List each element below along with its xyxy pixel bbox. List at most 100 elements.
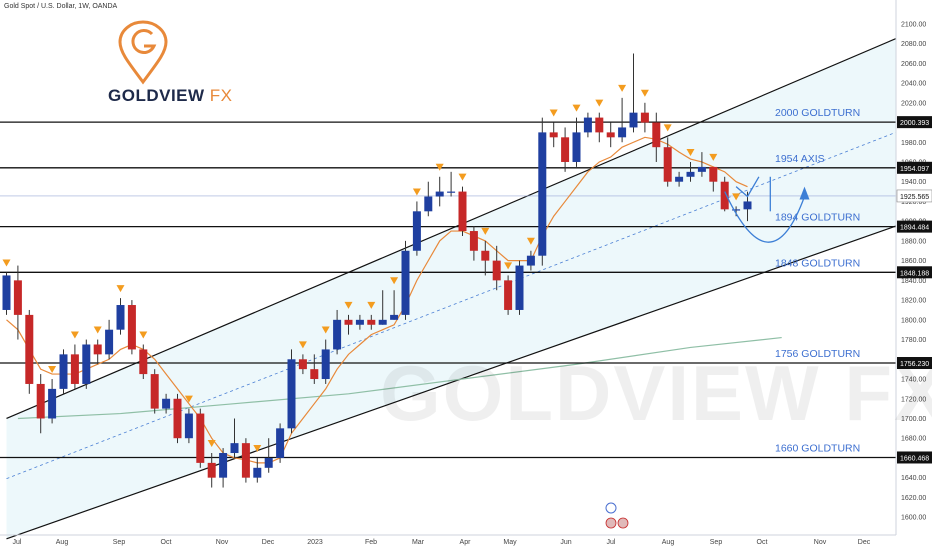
level-label: 2000 GOLDTURN bbox=[775, 107, 860, 119]
logo-wordmark: GOLDVIEW FX bbox=[108, 86, 233, 106]
signal-marker bbox=[572, 104, 581, 112]
level-price-tag-text: 1756.230 bbox=[900, 361, 929, 368]
candle-body bbox=[241, 443, 250, 478]
candle-body bbox=[515, 265, 524, 310]
level-price-tag bbox=[897, 451, 932, 464]
signal-marker bbox=[93, 326, 102, 334]
price-tick-label: 1640.00 bbox=[901, 475, 926, 482]
candle-body bbox=[25, 314, 34, 384]
candle-body bbox=[720, 181, 729, 210]
candle-body bbox=[367, 319, 376, 325]
time-tick-label: Jul bbox=[607, 539, 616, 546]
time-tick-label: Nov bbox=[814, 539, 827, 546]
signal-marker bbox=[686, 148, 695, 156]
candle-body bbox=[48, 388, 57, 419]
candle-body bbox=[36, 383, 45, 419]
candle-body bbox=[93, 344, 102, 355]
candle-body bbox=[663, 147, 672, 182]
level-price-tag bbox=[897, 357, 932, 370]
candle-body bbox=[321, 349, 330, 380]
signal-marker bbox=[663, 124, 672, 132]
brand-logo: GOLDVIEW FX bbox=[108, 20, 232, 105]
candle-body bbox=[526, 255, 535, 266]
candle-body bbox=[732, 209, 741, 211]
candle-body bbox=[230, 443, 239, 454]
signal-marker bbox=[184, 395, 193, 403]
time-tick-label: Oct bbox=[161, 539, 172, 546]
projection-curve bbox=[724, 191, 806, 243]
channel-upper-line bbox=[6, 38, 896, 420]
event-flag-icon bbox=[617, 517, 629, 529]
level-label: 1954 AXIS bbox=[775, 153, 825, 165]
signal-marker bbox=[367, 301, 376, 309]
price-tick-label: 1920.00 bbox=[901, 199, 926, 206]
candle-body bbox=[264, 457, 273, 468]
signal-marker bbox=[435, 163, 444, 171]
candle-body bbox=[424, 196, 433, 212]
candle-body bbox=[390, 314, 399, 320]
price-tick-label: 1740.00 bbox=[901, 377, 926, 384]
time-tick-label: Jun bbox=[560, 539, 571, 546]
watermark: GOLDVIEW FX bbox=[380, 349, 932, 437]
current-price-tag bbox=[896, 189, 932, 203]
signal-marker bbox=[139, 331, 148, 339]
time-tick-label: 2023 bbox=[307, 539, 323, 546]
price-tick-label: 1860.00 bbox=[901, 258, 926, 265]
candle-body bbox=[447, 191, 456, 193]
candle-body bbox=[253, 467, 262, 478]
symbol-header: Gold Spot / U.S. Dollar, 1W, OANDA bbox=[4, 3, 118, 10]
time-tick-label: Jul bbox=[13, 539, 22, 546]
candle-body bbox=[196, 413, 205, 463]
candle-body bbox=[82, 344, 91, 384]
candle-body bbox=[173, 398, 182, 439]
candle-body bbox=[595, 117, 604, 133]
candle-body bbox=[401, 250, 410, 315]
signal-marker bbox=[412, 188, 421, 196]
candle-body bbox=[583, 117, 592, 133]
candle-body bbox=[743, 201, 752, 210]
candle-body bbox=[150, 374, 159, 409]
candle-body bbox=[492, 260, 501, 281]
price-tick-label: 1820.00 bbox=[901, 298, 926, 305]
time-tick-label: Nov bbox=[216, 539, 229, 546]
price-tick-label: 2080.00 bbox=[901, 41, 926, 48]
candle-body bbox=[344, 319, 353, 325]
logo-fx: FX bbox=[209, 86, 233, 105]
time-tick-label: Dec bbox=[858, 539, 871, 546]
projection-zigzag bbox=[735, 176, 760, 198]
level-price-tag-text: 1660.468 bbox=[900, 455, 929, 462]
signal-marker bbox=[253, 444, 262, 452]
level-label: 1756 GOLDTURN bbox=[775, 348, 860, 360]
signal-marker bbox=[709, 153, 718, 161]
signal-marker bbox=[526, 237, 535, 245]
time-tick-label: Aug bbox=[56, 539, 69, 546]
level-price-tag-text: 2000.393 bbox=[900, 120, 929, 127]
candle-body bbox=[675, 176, 684, 182]
candle-body bbox=[70, 354, 79, 384]
candle-body bbox=[105, 329, 114, 355]
price-tick-label: 1600.00 bbox=[901, 515, 926, 522]
candle-body bbox=[686, 171, 695, 177]
channel-lower-line bbox=[6, 225, 896, 540]
signal-marker bbox=[344, 301, 353, 309]
price-tick-label: 1680.00 bbox=[901, 436, 926, 443]
level-price-tag bbox=[897, 220, 932, 233]
price-tick-label: 1880.00 bbox=[901, 238, 926, 245]
candle-body bbox=[629, 112, 638, 128]
candle-body bbox=[561, 137, 570, 162]
candle-body bbox=[481, 250, 490, 261]
candle-body bbox=[59, 354, 68, 389]
time-tick-label: Oct bbox=[757, 539, 768, 546]
candle-body bbox=[207, 462, 216, 478]
signal-marker bbox=[504, 262, 513, 270]
logo-pin-icon bbox=[118, 20, 168, 85]
price-tick-label: 1700.00 bbox=[901, 416, 926, 423]
time-tick-label: Aug bbox=[662, 539, 675, 546]
channel-fill bbox=[6, 38, 896, 539]
level-label: 1660 GOLDTURN bbox=[775, 442, 860, 454]
price-tick-label: 1840.00 bbox=[901, 278, 926, 285]
candle-body bbox=[127, 305, 136, 350]
candle-body bbox=[184, 413, 193, 439]
candle-body bbox=[355, 319, 364, 325]
